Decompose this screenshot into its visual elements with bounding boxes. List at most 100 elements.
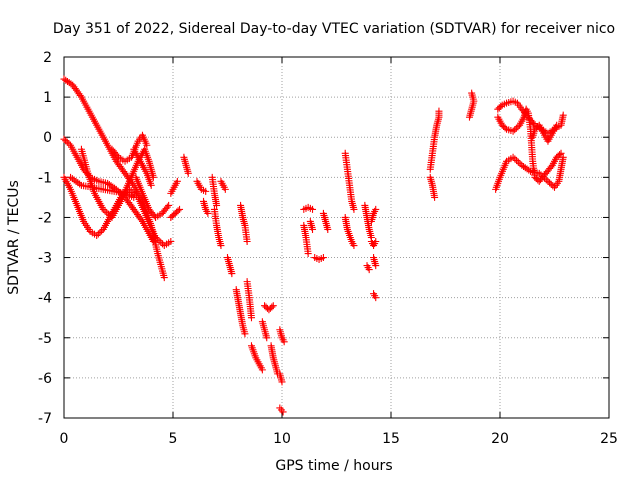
data-track xyxy=(529,121,561,145)
data-point xyxy=(535,169,543,177)
data-track xyxy=(193,177,210,195)
data-point xyxy=(530,120,538,128)
x-tick-label: 5 xyxy=(169,431,178,447)
x-tick-label: 20 xyxy=(491,431,509,447)
y-tick-label: -5 xyxy=(38,331,52,347)
data-point xyxy=(514,158,522,166)
data-point xyxy=(350,205,358,213)
data-point xyxy=(309,225,317,233)
data-point xyxy=(63,138,71,146)
data-track xyxy=(306,217,317,233)
data-point xyxy=(435,107,443,115)
data-point xyxy=(221,185,229,193)
data-point xyxy=(103,209,111,217)
data-track xyxy=(300,203,317,213)
data-point xyxy=(113,152,121,160)
x-tick-label: 15 xyxy=(382,431,400,447)
y-axis-label: SDTVAR / TECUs xyxy=(6,180,22,295)
data-track xyxy=(363,262,373,274)
data-track xyxy=(267,342,282,378)
data-point xyxy=(99,205,107,213)
data-point xyxy=(202,187,210,195)
y-tick-label: -6 xyxy=(38,371,52,387)
data-point xyxy=(372,294,380,302)
x-axis-label: GPS time / hours xyxy=(275,458,392,474)
data-track xyxy=(276,404,287,416)
data-point xyxy=(137,216,145,224)
data-point xyxy=(130,193,138,201)
y-tick-label: 2 xyxy=(43,50,52,66)
data-point xyxy=(324,225,332,233)
data-track xyxy=(180,153,192,177)
data-point xyxy=(213,201,221,209)
data-point xyxy=(101,207,109,215)
data-point xyxy=(556,151,564,159)
data-track xyxy=(60,75,168,282)
data-point xyxy=(174,207,182,215)
data-track xyxy=(319,209,332,233)
data-point xyxy=(497,102,505,110)
data-track xyxy=(243,278,255,322)
data-track xyxy=(370,254,380,270)
data-point xyxy=(217,242,225,250)
data-point xyxy=(143,141,151,149)
data-track xyxy=(367,238,380,250)
x-tick-label: 25 xyxy=(600,431,618,447)
data-track xyxy=(167,205,184,221)
data-point xyxy=(278,378,286,386)
data-track xyxy=(108,131,151,165)
data-point xyxy=(65,140,73,148)
data-point xyxy=(280,338,288,346)
chart-title: Day 351 of 2022, Sidereal Day-to-day VTE… xyxy=(53,21,615,37)
data-track xyxy=(67,173,138,201)
data-point xyxy=(372,205,380,213)
data-point xyxy=(104,210,112,218)
data-point xyxy=(511,155,519,163)
data-point xyxy=(263,334,271,342)
data-point xyxy=(512,124,520,132)
data-point xyxy=(153,235,161,243)
data-point xyxy=(160,274,168,282)
data-track xyxy=(237,201,251,246)
data-point xyxy=(93,231,101,239)
data-point xyxy=(304,250,312,258)
data-track xyxy=(232,286,249,338)
data-point xyxy=(468,89,476,97)
data-point xyxy=(247,314,255,322)
y-tick-label: -3 xyxy=(38,251,52,267)
data-point xyxy=(165,201,173,209)
data-point xyxy=(147,181,155,189)
data-point xyxy=(176,205,184,213)
data-point xyxy=(157,238,165,246)
data-track xyxy=(341,149,358,213)
data-track xyxy=(465,89,478,121)
data-track xyxy=(132,173,173,221)
data-track xyxy=(258,318,271,342)
data-point xyxy=(544,177,552,185)
data-track xyxy=(247,342,266,374)
plot-frame xyxy=(63,56,610,419)
data-point xyxy=(279,408,287,416)
data-point xyxy=(514,123,522,131)
data-track xyxy=(370,290,380,302)
data-point xyxy=(62,137,70,145)
x-tick-label: 10 xyxy=(273,431,291,447)
data-track xyxy=(224,254,236,278)
data-point xyxy=(372,262,380,270)
data-point xyxy=(96,228,104,236)
data-point xyxy=(513,156,521,164)
data-point xyxy=(319,254,327,262)
data-point xyxy=(431,193,439,201)
data-track xyxy=(200,197,212,217)
data-marks xyxy=(60,75,567,416)
data-point xyxy=(547,180,555,188)
data-point xyxy=(184,169,192,177)
data-track xyxy=(367,205,380,225)
data-track xyxy=(130,145,155,189)
data-point xyxy=(94,230,102,238)
data-point xyxy=(173,177,181,185)
data-point xyxy=(268,303,276,311)
data-point xyxy=(511,126,519,134)
data-point xyxy=(60,135,68,143)
data-point xyxy=(501,124,509,132)
